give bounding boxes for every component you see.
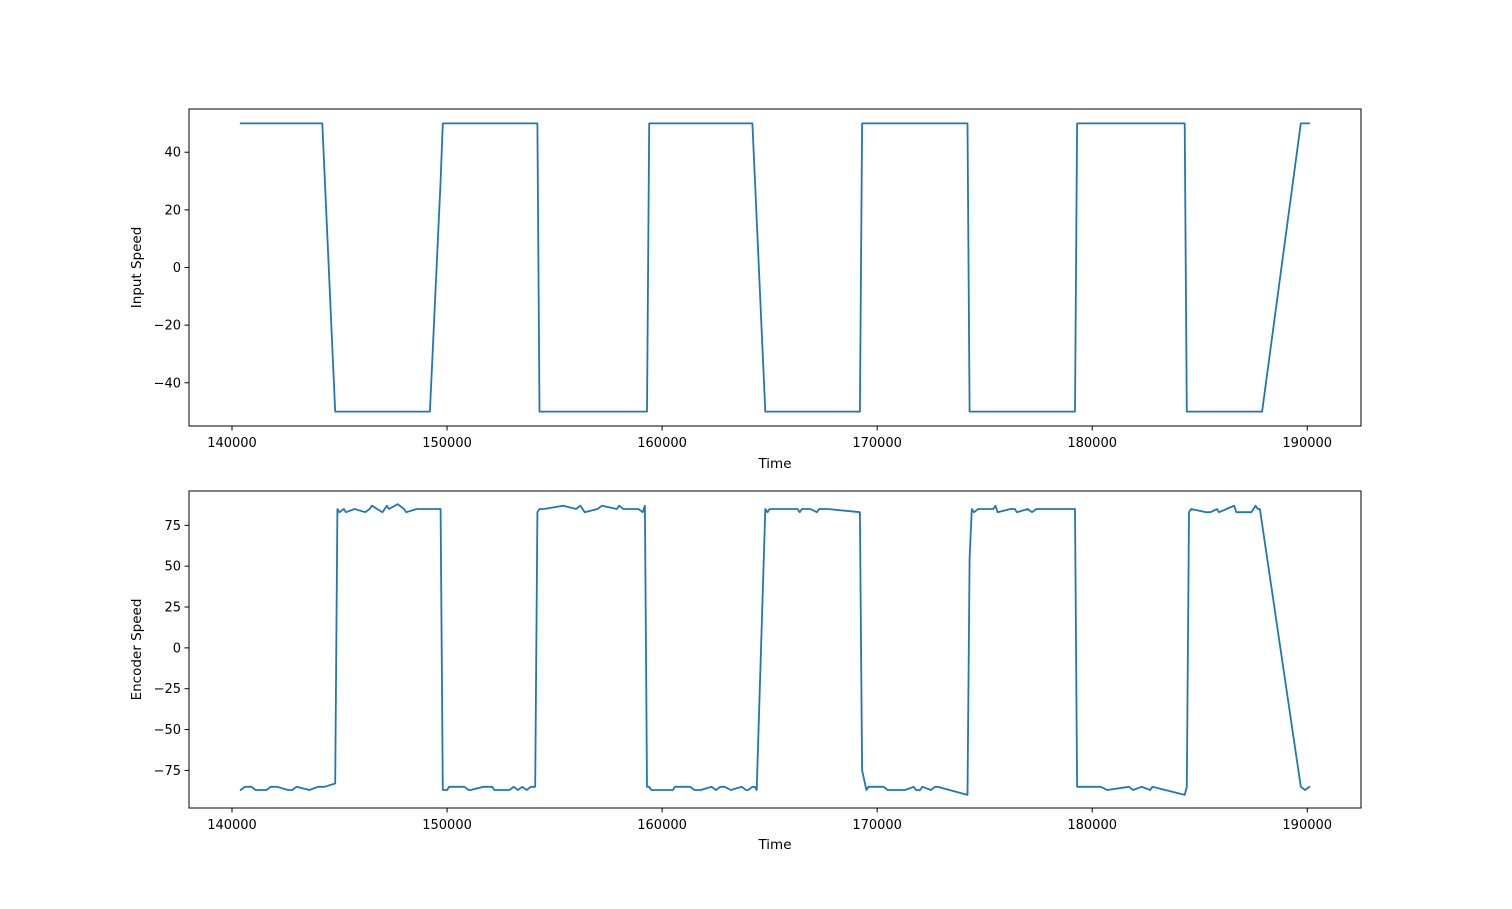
- encoder-speed-y-axis-label: Encoder Speed: [129, 599, 145, 701]
- input-speed-x-tick-label: 190000: [1282, 436, 1332, 451]
- encoder-speed-y-tick-label: −50: [154, 723, 181, 738]
- input-speed-x-tick-label: 180000: [1067, 436, 1117, 451]
- input-speed-y-tick-label: 40: [164, 146, 181, 161]
- encoder-speed-y-tick-label: 25: [164, 601, 181, 616]
- encoder-speed-x-tick-label: 190000: [1282, 818, 1332, 833]
- encoder-speed-plot-frame: [188, 490, 1362, 809]
- input-speed-y-tick-label: 20: [164, 203, 181, 218]
- encoder-speed-y-tick-label: −25: [154, 682, 181, 697]
- encoder-speed-x-ticks: 140000 150000 160000 170000 180000 190000: [207, 808, 1332, 833]
- encoder-speed-x-tick-label: 140000: [207, 818, 257, 833]
- input-speed-y-tick-label: −20: [154, 319, 181, 334]
- encoder-speed-x-tick-label: 160000: [637, 818, 687, 833]
- encoder-speed-series-line: [239, 503, 1311, 796]
- encoder-speed-x-tick-label: 150000: [422, 818, 472, 833]
- input-speed-y-ticks: 40 20 0 −20 −40: [154, 146, 189, 391]
- encoder-speed-x-tick-label: 180000: [1067, 818, 1117, 833]
- encoder-speed-x-axis-label: Time: [757, 837, 791, 853]
- input-speed-x-tick-label: 160000: [637, 436, 687, 451]
- input-speed-x-tick-label: 150000: [422, 436, 472, 451]
- encoder-speed-x-tick-label: 170000: [852, 818, 902, 833]
- input-speed-y-tick-label: −40: [154, 376, 181, 391]
- input-speed-series-line: [239, 122, 1311, 413]
- encoder-speed-subplot: 140000 150000 160000 170000 180000 190000 75 5…: [129, 490, 1362, 853]
- encoder-speed-y-tick-label: 50: [164, 560, 181, 575]
- input-speed-y-axis-label: Input Speed: [129, 227, 145, 309]
- encoder-speed-y-tick-label: 75: [164, 519, 181, 534]
- input-speed-subplot: 140000 150000 160000 170000 180000 190000 40 2…: [129, 108, 1362, 472]
- input-speed-x-axis-label: Time: [757, 456, 791, 472]
- encoder-speed-y-tick-label: −75: [154, 764, 181, 779]
- input-speed-x-ticks: 140000 150000 160000 170000 180000 190000: [207, 426, 1332, 451]
- encoder-speed-y-ticks: 75 50 25 0 −25 −50 −75: [154, 519, 189, 779]
- input-speed-x-tick-label: 140000: [207, 436, 257, 451]
- input-speed-y-tick-label: 0: [173, 261, 181, 276]
- encoder-speed-y-tick-label: 0: [173, 641, 181, 656]
- input-speed-x-tick-label: 170000: [852, 436, 902, 451]
